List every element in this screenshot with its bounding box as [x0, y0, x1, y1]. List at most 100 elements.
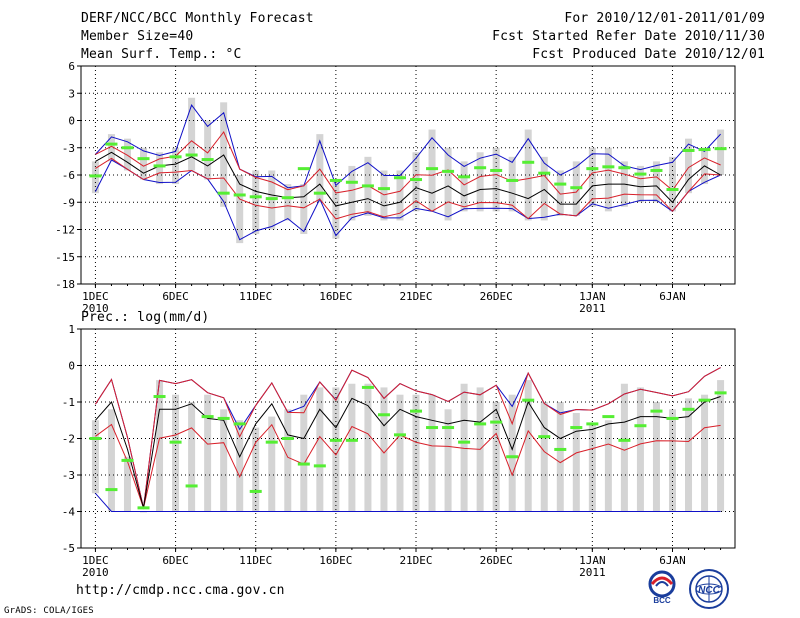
forecast-dash: [634, 424, 647, 428]
forecast-dash: [522, 160, 535, 164]
forecast-dash: [506, 178, 519, 182]
spread-box: [428, 394, 436, 512]
forecast-dash: [410, 409, 423, 413]
forecast-dash: [618, 438, 631, 442]
median-line: [95, 396, 721, 509]
forecast-dash: [522, 398, 535, 402]
forecast-dash: [714, 391, 727, 395]
median-line: [95, 151, 721, 207]
forecast-dash: [153, 164, 166, 168]
x-tick-label: 16DEC: [319, 290, 352, 303]
max-line: [95, 104, 721, 189]
x-tick-label: 21DEC: [399, 554, 432, 567]
forecast-dash: [426, 167, 439, 171]
spread-box: [316, 387, 324, 512]
forecast-dash: [105, 488, 118, 492]
forecast-dash: [297, 167, 310, 171]
forecast-dash: [329, 438, 342, 442]
y-tick-label: -15: [55, 251, 75, 264]
forecast-dash: [217, 191, 230, 195]
spread-box: [220, 409, 228, 512]
forecast-dash: [265, 440, 278, 444]
forecast-dash: [313, 464, 326, 468]
spread-box: [444, 409, 452, 512]
forecast-dash: [249, 195, 262, 199]
source-url-link[interactable]: http://cmdp.ncc.cma.gov.cn: [76, 583, 285, 598]
spread-box: [300, 394, 308, 512]
forecast-dash: [474, 166, 487, 170]
spread-box: [524, 129, 532, 221]
forecast-dash: [474, 422, 487, 426]
spread-box: [316, 134, 324, 203]
y-tick-label: -3: [62, 142, 75, 155]
forecast-dash: [361, 385, 374, 389]
x-tick-label: 6DEC: [162, 290, 189, 303]
forecast-period-label: For 2010/12/01-2011/01/09: [564, 11, 765, 26]
forecast-dash: [169, 440, 182, 444]
forecast-dash: [393, 176, 406, 180]
forecast-dash: [153, 395, 166, 399]
forecast-dash: [554, 182, 567, 186]
min-line: [95, 492, 721, 512]
y-tick-label: 0: [68, 360, 75, 373]
forecast-dash: [442, 426, 455, 430]
x-tick-year-label: 2010: [82, 566, 109, 579]
forecast-dash: [185, 484, 198, 488]
forecast-dash: [137, 506, 150, 510]
spread-box: [668, 156, 676, 212]
x-tick-label: 1DEC: [82, 290, 109, 303]
forecast-dash: [698, 398, 711, 402]
forecast-dash: [586, 167, 599, 171]
forecast-dash: [650, 409, 663, 413]
forecast-dash: [586, 422, 599, 426]
x-tick-year-label: 2011: [579, 566, 606, 579]
ncc-logo-text: NCC: [698, 585, 720, 596]
spread-box: [412, 152, 420, 212]
forecast-dash: [313, 191, 326, 195]
spread-box: [604, 147, 612, 212]
forecast-dash: [570, 426, 583, 430]
spread-box: [685, 398, 693, 512]
spread-box: [204, 120, 212, 180]
spread-box: [508, 394, 516, 512]
y-tick-label: 6: [68, 60, 75, 73]
spread-box: [123, 456, 131, 512]
spread-box: [236, 175, 244, 244]
spread-box: [107, 134, 115, 162]
forecast-dash: [361, 184, 374, 188]
forecast-dash: [201, 415, 214, 419]
forecast-dash: [89, 174, 102, 178]
forecast-dash: [538, 171, 551, 175]
upper-quartile-line: [94, 367, 721, 509]
spread-box: [652, 161, 660, 203]
x-tick-label: 11DEC: [239, 554, 272, 567]
forecast-dash: [121, 458, 134, 462]
x-tick-label: 26DEC: [480, 554, 513, 567]
forecast-dash: [249, 489, 262, 493]
forecast-dash: [650, 168, 663, 172]
spread-box: [188, 402, 196, 512]
x-tick-label: 6DEC: [162, 554, 189, 567]
x-tick-year-label: 2010: [82, 302, 109, 315]
y-tick-label: 0: [68, 115, 75, 128]
x-tick-label: 1JAN: [579, 554, 606, 567]
spread-box: [492, 147, 500, 212]
forecast-dash: [666, 416, 679, 420]
x-tick-label: 6JAN: [659, 290, 686, 303]
forecast-dash: [602, 165, 615, 169]
spread-box: [428, 129, 436, 212]
forecast-dash: [538, 435, 551, 439]
forecast-dash: [714, 147, 727, 151]
bcc-logo-icon: BCC: [648, 570, 676, 605]
lower-quartile-line: [95, 423, 721, 510]
forecast-dash: [233, 422, 246, 426]
forecast-dash: [345, 438, 358, 442]
y-tick-label: -1: [62, 396, 75, 409]
spread-box: [685, 138, 693, 194]
spread-box: [380, 387, 388, 512]
x-tick-label: 6JAN: [659, 554, 686, 567]
upper-quartile-line: [95, 131, 721, 196]
forecast-dash: [410, 178, 423, 182]
spread-box: [140, 147, 148, 180]
